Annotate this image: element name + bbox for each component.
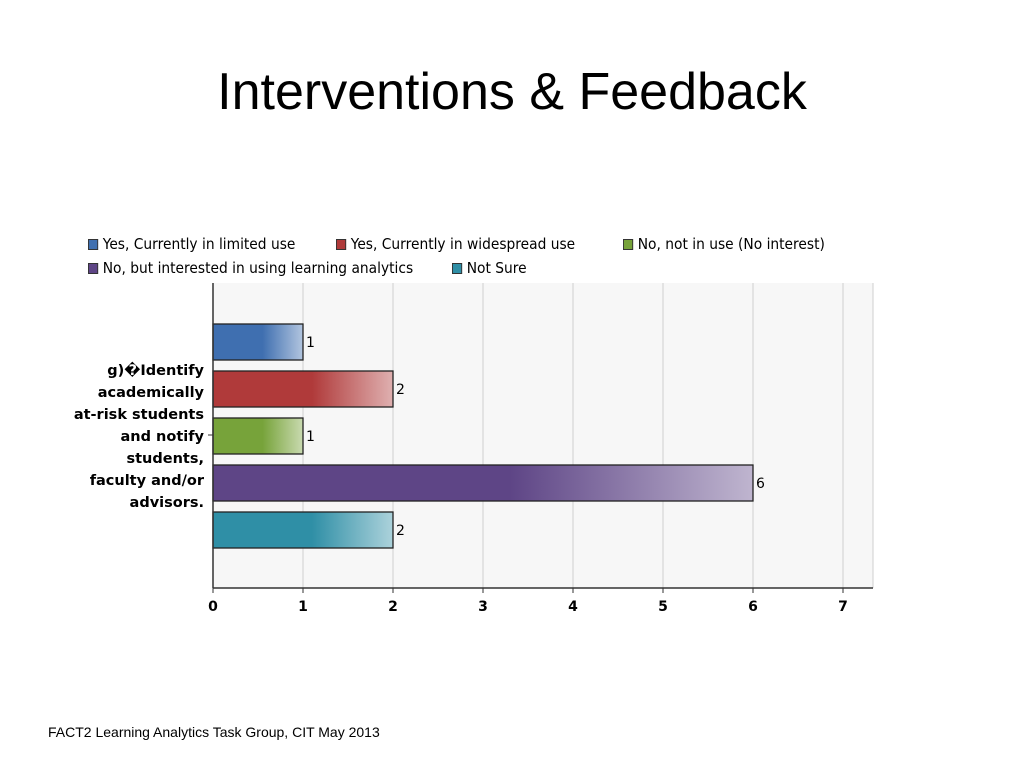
legend-swatch [452, 262, 463, 274]
legend-label: Yes, Currently in limited use [102, 235, 296, 253]
bar [212, 511, 394, 549]
bar [212, 323, 304, 361]
slide-title: Interventions & Feedback [217, 63, 807, 121]
bar-value-label: 1 [306, 335, 315, 351]
chart-legend: Yes, Currently in limited use Yes, Curre… [88, 235, 888, 277]
legend-label: Not Sure [466, 259, 527, 277]
legend-label: Yes, Currently in widespread use [350, 235, 576, 253]
legend-swatch [88, 262, 99, 274]
x-tick-label: 2 [388, 599, 398, 615]
legend-item-interested: No, but interested in using learning ana… [88, 259, 413, 277]
category-label: g)�Identify academically at-risk student… [73, 363, 204, 511]
x-tick-label: 0 [208, 599, 218, 615]
axes [208, 283, 873, 589]
x-tick-label: 7 [838, 599, 848, 615]
bar [212, 370, 394, 408]
bar-value-label: 2 [396, 382, 405, 398]
legend-swatch [88, 238, 99, 250]
bar-value-label: 6 [756, 476, 765, 492]
legend-item-no-interest: No, not in use (No interest) [623, 235, 825, 253]
legend-swatch [336, 238, 347, 250]
bar-value-label: 1 [306, 429, 315, 445]
slide-footer: FACT2 Learning Analytics Task Group, CIT… [48, 724, 380, 740]
x-tick-label: 3 [478, 599, 488, 615]
bars: 1 2 1 6 2 [212, 323, 765, 549]
bar [212, 464, 754, 502]
x-tick-label: 4 [568, 599, 578, 615]
legend-item-limited-use: Yes, Currently in limited use [88, 235, 295, 253]
x-tick-label: 5 [658, 599, 668, 615]
legend-label: No, not in use (No interest) [637, 235, 825, 253]
legend-swatch [623, 238, 634, 250]
bar-value-label: 2 [396, 523, 405, 539]
legend-label: No, but interested in using learning ana… [102, 259, 414, 277]
legend-item-not-sure: Not Sure [452, 259, 527, 277]
x-tick-labels: 0 1 2 3 4 5 6 7 [208, 588, 848, 615]
x-tick-label: 1 [298, 599, 308, 615]
bar [212, 417, 304, 455]
legend-item-widespread-use: Yes, Currently in widespread use [336, 235, 575, 253]
x-tick-label: 6 [748, 599, 758, 615]
